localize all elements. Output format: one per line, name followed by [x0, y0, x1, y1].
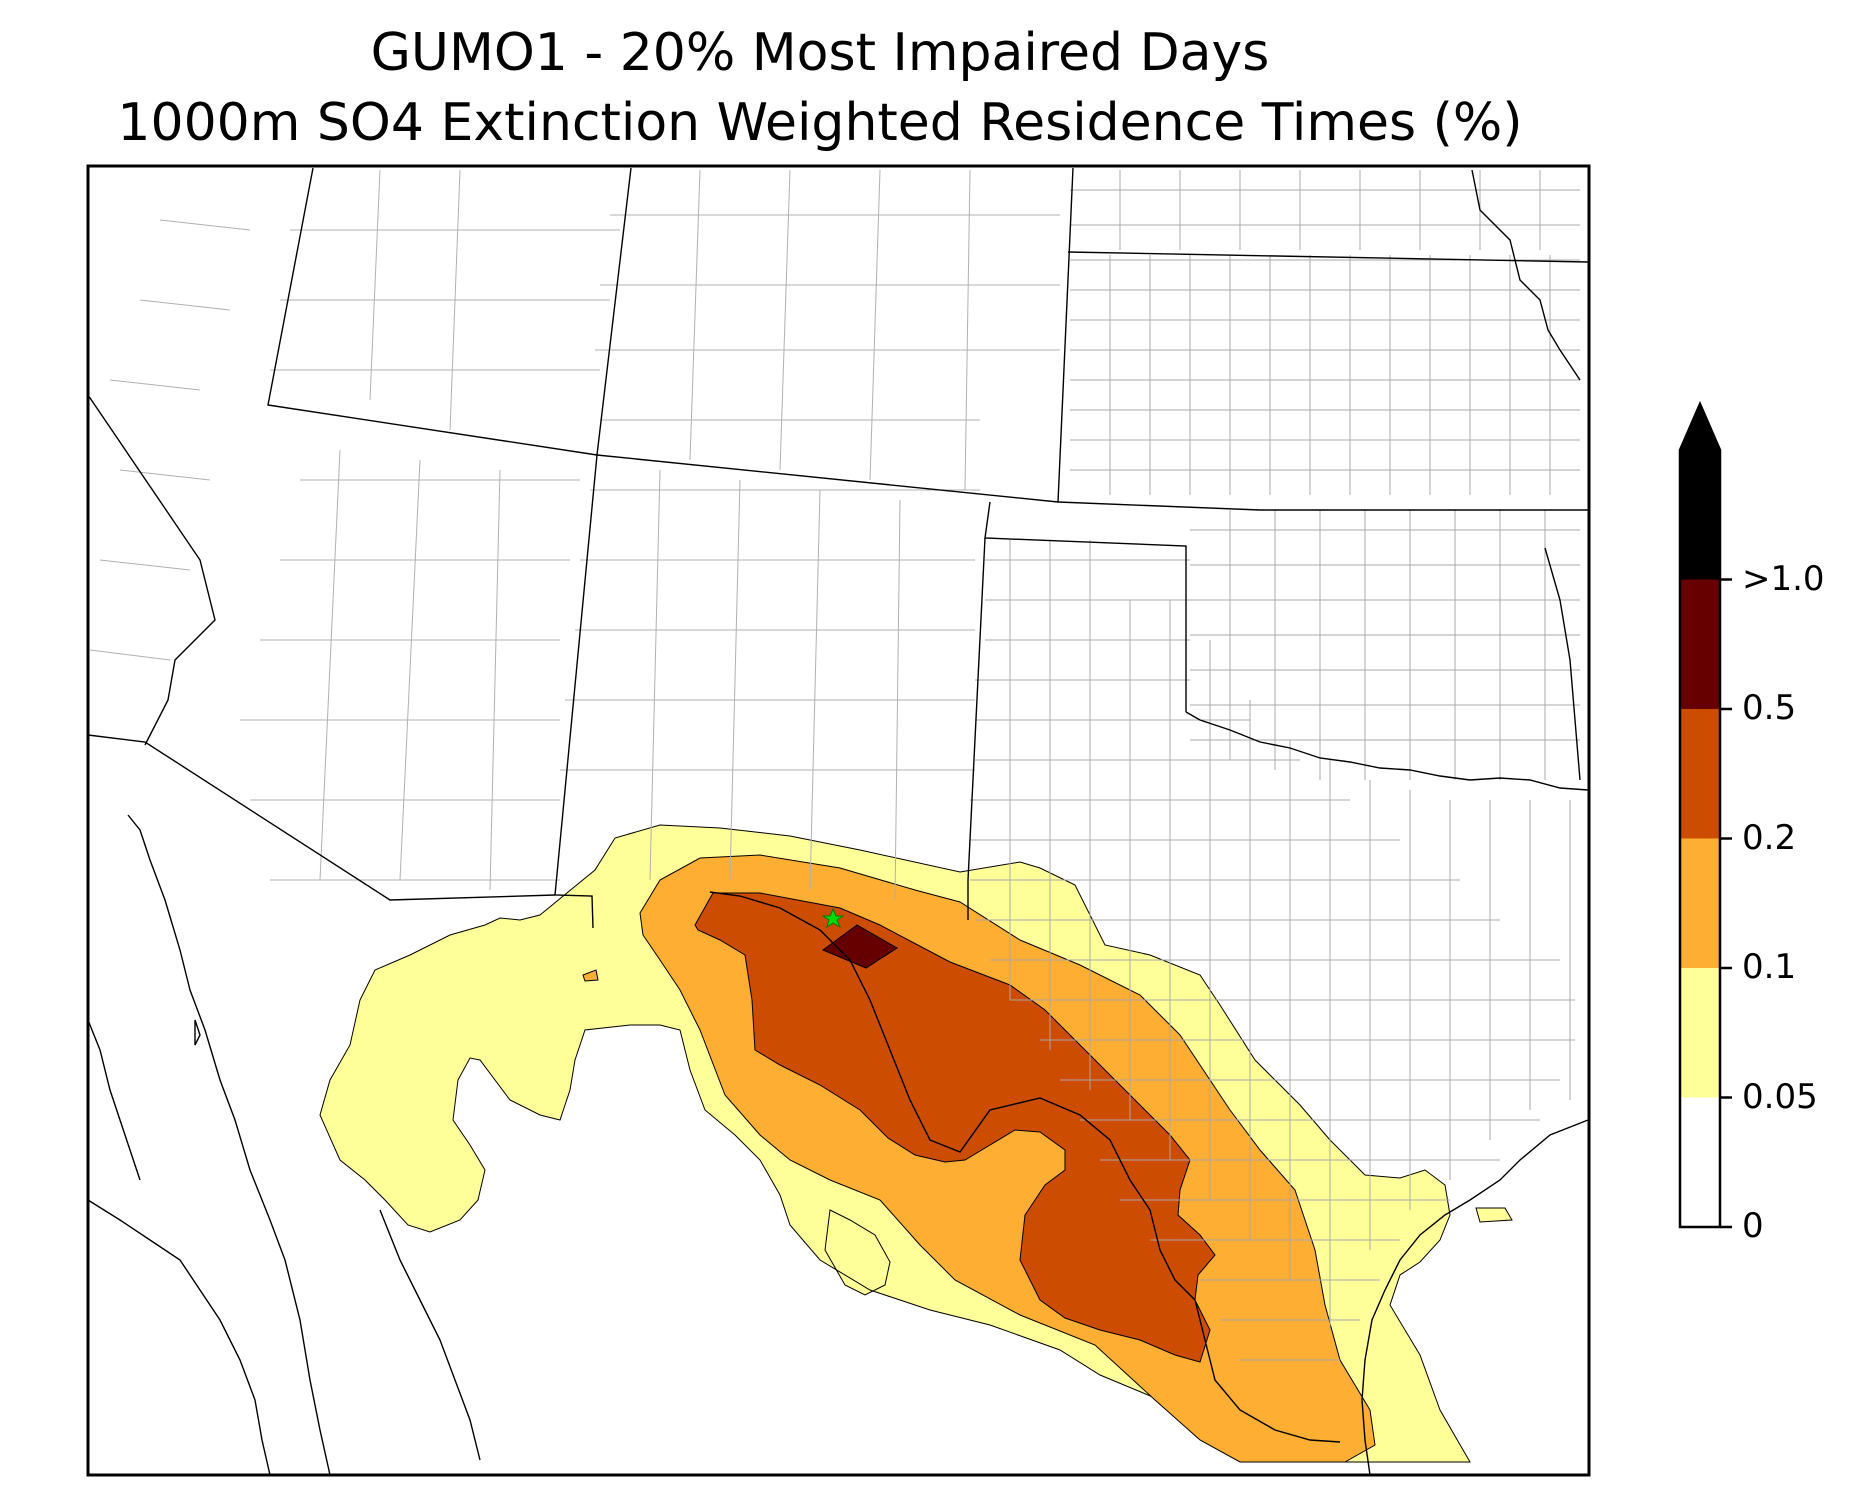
colorbar-tick-label: 0.5 — [1742, 688, 1797, 728]
colorbar-tick-label: 0.05 — [1742, 1076, 1818, 1117]
state-boundaries — [88, 167, 1589, 1443]
contour-0.1-speck-west — [582, 969, 599, 982]
colorbar-outline — [1678, 400, 1722, 1229]
colorbar-band — [1680, 579, 1720, 709]
map-title-line1: GUMO1 - 20% Most Impaired Days — [370, 23, 1270, 83]
colorbar-tick-label: 0.2 — [1742, 817, 1797, 858]
colorbar-band — [1680, 968, 1720, 1098]
contour-0.05-islet-east — [1475, 1207, 1513, 1223]
map-title-line2: 1000m SO4 Extinction Weighted Residence … — [117, 93, 1523, 153]
coastlines — [88, 814, 1589, 1475]
colorbar-tick-label: 0.1 — [1742, 947, 1797, 987]
site-star-icon — [821, 907, 845, 929]
county-boundaries-west — [89, 169, 1060, 901]
colorbar-band — [1680, 1097, 1720, 1227]
map-area — [88, 167, 1589, 1475]
map-frame — [86, 164, 1591, 1477]
contour-0.2 — [694, 892, 1216, 1363]
colorbar-band — [1680, 838, 1720, 968]
colorbar-extend-max — [1680, 404, 1720, 580]
colorbar-tick-label: >1.0 — [1742, 558, 1825, 599]
colorbar — [1678, 400, 1732, 1229]
colorbar-tick-label: 0 — [1742, 1206, 1764, 1246]
colorbar-band — [1680, 709, 1720, 839]
